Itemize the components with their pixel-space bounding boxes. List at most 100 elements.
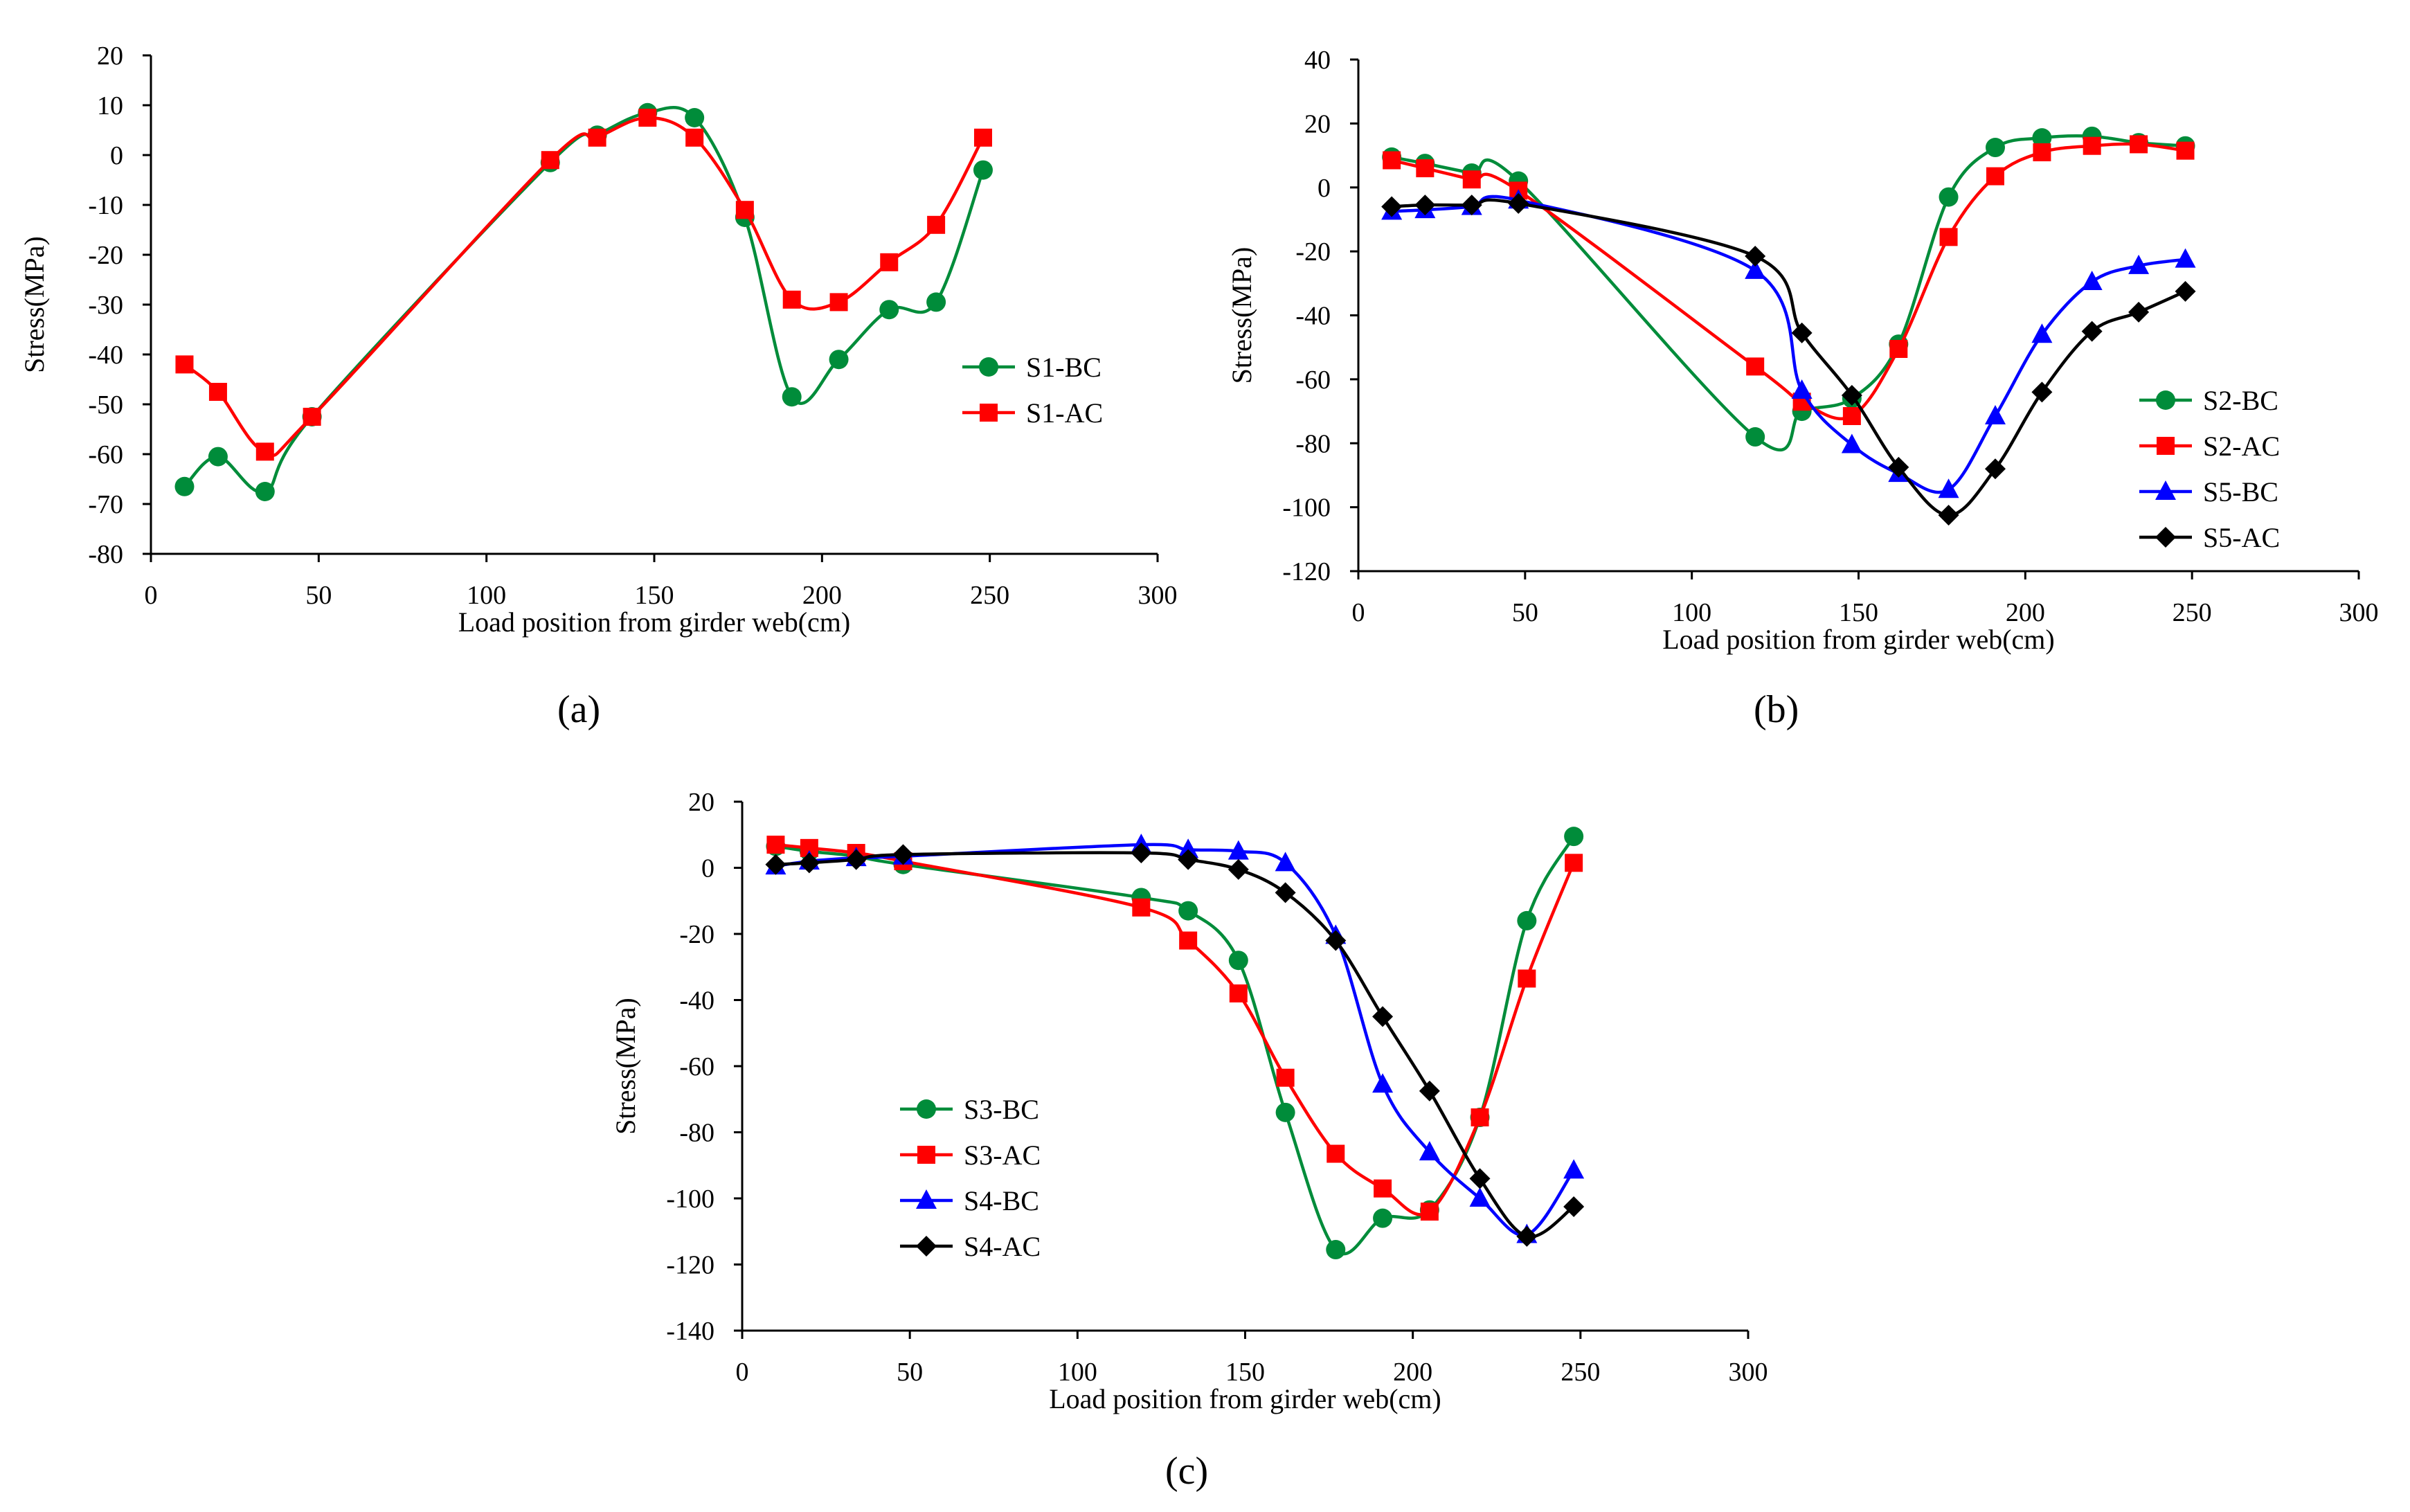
y-tick-label: 40 [1304,46,1331,75]
data-point-S3-AC [1277,1069,1295,1087]
y-tick-label: -20 [88,241,123,270]
x-tick-label: 0 [1352,598,1365,627]
data-point-S1-BC [879,300,899,319]
data-point-S5-AC [2175,281,2196,302]
data-point-S1-AC [588,129,606,147]
x-tick-label: 100 [1058,1358,1097,1387]
legend-entry-S4-BC: S4-BC [900,1185,1039,1216]
data-point-S1-AC [880,253,898,271]
x-tick-label: 250 [1561,1358,1600,1387]
data-point-S5-AC [2128,302,2149,323]
series-line-S5-BC [1392,197,2185,492]
data-point-S3-BC [1564,827,1583,846]
panel-label-b: (b) [1754,687,1799,732]
data-point-S3-BC [1178,901,1198,921]
data-point-S4-AC [1470,1168,1491,1189]
series-S5-AC [1381,193,2195,525]
x-tick-label: 50 [897,1358,923,1387]
data-point-S3-AC [766,836,784,854]
figure: -80 -70 -60 -50 -40 -30 -20 -10 0 10 20 0 50 100 150 20… [0,0,2410,1512]
data-point-S2-AC [1986,168,2004,186]
x-axis-label: Load position from girder web(cm) [1049,1383,1441,1414]
data-point-S5-AC [1792,323,1813,343]
legend-entry-S2-BC: S2-BC [2139,385,2278,416]
y-tick-label: -140 [666,1317,714,1346]
data-point-S5-AC [2031,381,2052,402]
y-tick-label: -20 [679,920,714,949]
chart-b: -120 -100 -80 -60 -40 -20 0 20 40 0 50 100 150 200 250… [1205,0,2410,692]
y-axis-label: Stress(MPa) [19,236,50,373]
data-point-S5-BC [2175,249,2196,268]
series-line-S5-AC [1392,200,2185,515]
axes-b: -120 -100 -80 -60 -40 -20 0 20 40 0 50 100 150 200 250… [1226,46,2379,655]
data-point-S3-AC [1374,1180,1392,1198]
data-point-S1-BC [255,482,275,501]
data-point-S3-AC [1565,854,1583,872]
data-point-S3-AC [1421,1203,1439,1221]
series-S4-BC [765,834,1584,1243]
series-S5-BC [1381,189,2195,498]
legend-marker [917,1146,935,1164]
data-point-S1-AC [256,442,274,460]
data-point-S3-AC [1132,899,1150,917]
data-point-S4-AC [1419,1081,1440,1101]
data-point-S4-AC [1372,1006,1393,1027]
y-tick-label: -120 [1282,557,1331,586]
data-point-S4-BC [1275,852,1296,871]
x-tick-label: 0 [145,581,158,610]
legend-label: S5-BC [2203,476,2278,507]
legend-entry-S5-BC: S5-BC [2139,476,2278,507]
x-tick-label: 150 [1225,1358,1265,1387]
axes-c: -140-120-100-80-60-40-200200 50 100 150 200 2… [610,788,1768,1414]
y-tick-label: -60 [1295,366,1331,395]
data-point-S1-BC [174,477,194,496]
legend-label: S5-AC [2203,522,2280,553]
data-point-S3-BC [1373,1209,1392,1228]
legend-marker [2157,437,2175,455]
legend-label: S4-AC [964,1231,1041,1262]
legend-entry-S5-AC: S5-AC [2139,522,2280,553]
y-tick-label: -20 [1295,237,1331,267]
data-point-S3-BC [1326,1240,1345,1259]
y-tick-label: -100 [666,1185,714,1214]
x-tick-label: 300 [1138,581,1178,610]
data-point-S5-BC [1792,379,1813,399]
data-point-S3-AC [1230,984,1248,1002]
y-tick-label: -40 [88,341,123,370]
legend-label: S2-BC [2203,385,2278,416]
data-point-S1-BC [973,161,993,180]
data-point-S2-AC [2130,135,2148,153]
series-S1-BC [174,103,993,501]
x-tick-label: 200 [802,581,842,610]
legend-label: S3-BC [964,1094,1039,1125]
y-tick-label: -70 [88,490,123,519]
data-point-S1-BC [926,292,946,312]
data-point-S1-BC [685,108,704,127]
y-axis-label: Stress(MPa) [610,998,641,1135]
data-point-S1-BC [208,447,228,467]
data-point-S5-AC [1939,505,1959,525]
series-S3-AC [766,836,1583,1221]
legend-entry-S2-AC: S2-AC [2139,431,2280,462]
x-tick-label: 0 [736,1358,749,1387]
data-point-S3-AC [1179,932,1197,950]
y-tick-label: -80 [88,540,123,569]
y-tick-label: 20 [97,42,123,71]
x-tick-label: 250 [2173,598,2212,627]
data-point-S1-AC [209,383,227,401]
data-point-S2-BC [1745,427,1765,447]
data-point-S5-AC [1745,246,1765,267]
data-point-S4-BC [1563,1159,1584,1178]
legend-entry-S1-AC: S1-AC [962,397,1103,429]
y-tick-label: -80 [679,1119,714,1148]
legend-entry-S3-AC: S3-AC [900,1140,1041,1171]
legend-marker [916,1236,937,1257]
data-point-S3-AC [1327,1145,1345,1163]
legend-entry-S3-BC: S3-BC [900,1094,1039,1125]
legend-entry-S1-BC: S1-BC [962,352,1101,383]
y-tick-label: 0 [1318,174,1331,203]
data-point-S2-AC [1416,159,1434,177]
y-tick-label: 20 [688,788,714,817]
